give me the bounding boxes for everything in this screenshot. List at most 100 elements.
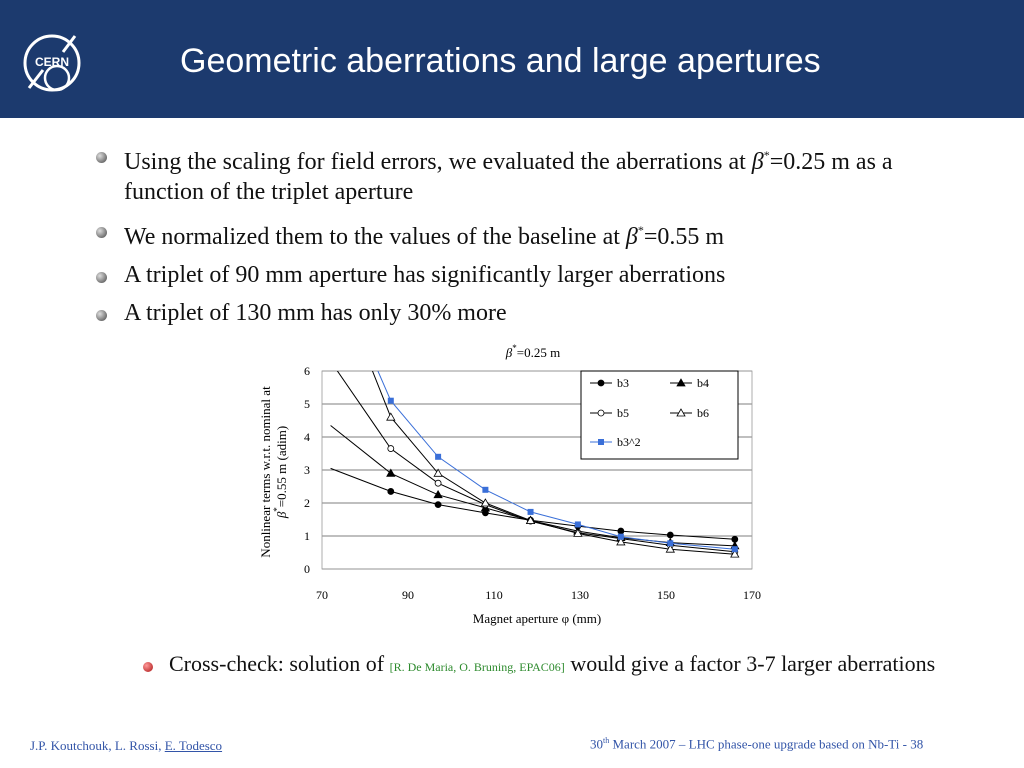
x-tick-label: 110	[485, 588, 503, 602]
cross-check-item: Cross-check: solution of [R. De Maria, O…	[143, 650, 983, 681]
author-link[interactable]: E. Todesco	[164, 738, 223, 753]
legend-marker	[597, 409, 605, 417]
legend-label: b3	[617, 376, 629, 390]
legend-entry-b4: b4	[670, 376, 709, 390]
data-point-b6	[730, 549, 740, 558]
bullet-text: A triplet of 130 mm has only 30% more	[124, 300, 507, 326]
date-suffix: th	[603, 736, 610, 745]
data-point-b6	[616, 537, 626, 546]
bullet-text: A triplet of 90 mm aperture has signific…	[124, 262, 726, 288]
y-axis-label: Nonlinear terms w.r.t. nominal at β*=0.5…	[258, 386, 289, 558]
x-tick-label: 150	[657, 588, 675, 602]
legend: b3 b4 b5 b6 b3^2	[580, 370, 739, 460]
bullet-item: A triplet of 130 mm has only 30% more	[96, 298, 976, 328]
svg-text:β*=0.55 m (adim): β*=0.55 m (adim)	[272, 426, 289, 519]
footer-date-page: 30th March 2007 – LHC phase-one upgrade …	[590, 736, 923, 752]
cross-check-text: Cross-check: solution of	[169, 651, 390, 676]
data-point-b3^2	[731, 546, 738, 553]
legend-label: b3^2	[617, 435, 641, 449]
series-b3	[330, 467, 739, 543]
bullet-dot-icon	[96, 152, 107, 163]
data-point-b3	[666, 531, 674, 539]
reference-citation: [R. De Maria, O. Bruning, EPAC06]	[389, 660, 565, 674]
data-point-b6	[665, 544, 675, 553]
y-tick-label: 3	[304, 463, 310, 477]
series-lines	[330, 371, 740, 558]
footer-authors: J.P. Koutchouk, L. Rossi, E. Todesco	[30, 738, 222, 754]
bullet-text-rest: =0.55 m	[643, 224, 725, 250]
data-point-b6	[573, 528, 583, 537]
data-point-b6	[480, 498, 491, 507]
cern-logo-icon: CERN	[23, 34, 81, 92]
svg-text:Nonlinear terms w.r.t. nominal: Nonlinear terms w.r.t. nominal at	[258, 386, 273, 558]
x-tick-label: 130	[571, 588, 589, 602]
bullet-item: A triplet of 90 mm aperture has signific…	[96, 260, 976, 290]
cross-check-text-rest: would give a factor 3-7 larger aberratio…	[564, 651, 936, 676]
data-point-b3^2	[667, 540, 674, 547]
data-point-b6	[433, 468, 443, 477]
plot-area	[321, 370, 753, 570]
legend-entry-b5: b5	[590, 406, 629, 420]
data-point-b3^2	[527, 508, 534, 515]
x-tick-labels: 70 90 110 130 150 170	[316, 588, 761, 602]
data-point-b5	[434, 479, 442, 487]
y-tick-label: 4	[304, 430, 310, 444]
data-point-b3^2	[574, 521, 581, 528]
series-b6	[371, 371, 740, 558]
date-rest: March 2007 – LHC phase-one upgrade based…	[609, 736, 924, 752]
cross-check-list: Cross-check: solution of [R. De Maria, O…	[143, 650, 983, 681]
bullet-text: We normalized them to the values of the …	[124, 224, 626, 250]
x-axis-label: Magnet aperture φ (mm)	[473, 611, 601, 626]
beta-symbol: β	[625, 224, 638, 250]
bullet-text: Using the scaling for field errors, we e…	[124, 149, 752, 175]
date-day: 30	[590, 736, 603, 752]
bullet-item: We normalized them to the values of the …	[96, 215, 976, 252]
y-tick-label: 2	[304, 496, 310, 510]
series-line-b3	[330, 467, 735, 540]
slide-header: CERN Geometric aberrations and large ape…	[0, 0, 1024, 118]
y-tick-label: 0	[304, 562, 310, 576]
data-point-b3^2	[387, 397, 394, 404]
data-point-b4	[386, 468, 396, 477]
legend-label: b5	[617, 406, 629, 420]
beta-symbol: β	[751, 149, 764, 175]
bullet-dot-icon	[96, 310, 107, 321]
data-point-b4	[433, 489, 443, 499]
series-b3^2	[377, 371, 738, 553]
chart-title: β*=0.25 m	[505, 343, 560, 360]
star-symbol: *	[763, 148, 770, 162]
legend-marker	[676, 408, 686, 417]
x-tick-label: 70	[316, 588, 328, 602]
y-tick-label: 6	[304, 364, 310, 378]
y-tick-labels: 0 1 2 3 4 5 6	[304, 364, 310, 576]
legend-marker	[676, 378, 686, 387]
legend-entry-b3: b3	[590, 376, 629, 390]
legend-label: b4	[697, 376, 709, 390]
logo-text: CERN	[35, 55, 69, 69]
x-tick-label: 170	[743, 588, 761, 602]
slide-title: Geometric aberrations and large aperture…	[180, 42, 821, 80]
bullet-text-rest: =0.25 m as a function of the triplet ape…	[124, 149, 893, 205]
legend-marker	[597, 379, 605, 387]
legend-entry-b3^2: b3^2	[590, 435, 641, 449]
bullet-dot-icon	[96, 227, 107, 238]
y-tick-label: 1	[304, 529, 310, 543]
data-point-b6	[525, 515, 536, 524]
legend-label: b6	[697, 406, 709, 420]
x-tick-label: 90	[402, 588, 414, 602]
data-point-b3	[387, 488, 395, 495]
data-point-b5	[387, 445, 395, 452]
data-point-b3^2	[435, 453, 442, 460]
data-point-b6	[386, 412, 396, 421]
star-symbol: *	[637, 223, 644, 237]
bullet-dot-icon	[143, 662, 153, 672]
authors-text: J.P. Koutchouk, L. Rossi,	[30, 738, 165, 753]
bullet-item: Using the scaling for field errors, we e…	[96, 140, 976, 207]
y-tick-label: 5	[304, 397, 310, 411]
bullet-list: Using the scaling for field errors, we e…	[96, 140, 976, 336]
legend-entry-b6: b6	[670, 406, 709, 420]
data-point-b3^2	[617, 533, 624, 540]
legend-marker	[598, 439, 604, 445]
bullet-dot-icon	[96, 272, 107, 283]
